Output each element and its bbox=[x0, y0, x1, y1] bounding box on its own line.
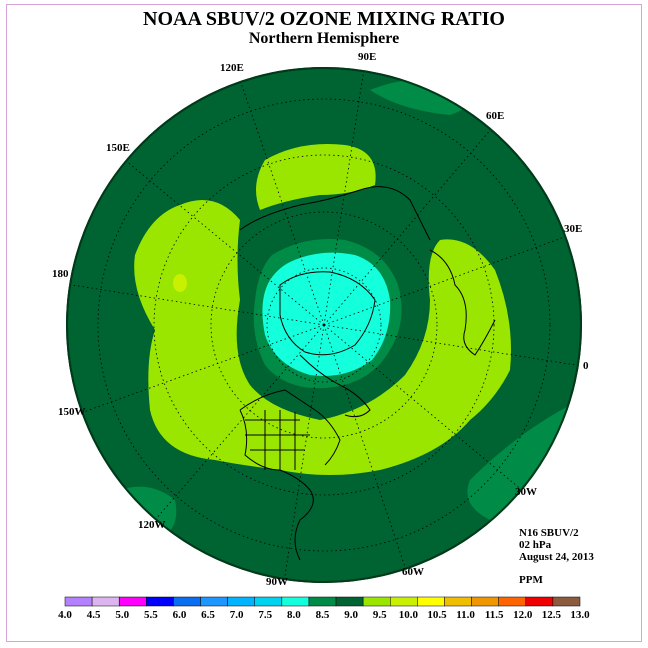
colorbar-tick-label: 4.0 bbox=[58, 609, 72, 621]
us-state-borders bbox=[245, 410, 310, 470]
map-subtitle: Northern Hemisphere bbox=[248, 30, 400, 47]
colorbar-swatch bbox=[362, 596, 391, 607]
colorbar-tick-label: 13.0 bbox=[570, 609, 590, 621]
date-label: August 24, 2013 bbox=[519, 551, 594, 563]
units-label: PPM bbox=[519, 574, 543, 586]
colorbar-tick-label: 5.5 bbox=[143, 609, 158, 621]
colorbar-tick-label: 11.5 bbox=[484, 609, 504, 621]
colorbar-tick-label: 4.5 bbox=[86, 609, 101, 621]
colorbar-swatch bbox=[308, 596, 337, 607]
lon-label-90w: 90W bbox=[266, 576, 288, 588]
colorbar-tick-label: 12.0 bbox=[513, 609, 533, 621]
lon-label-150e: 150E bbox=[106, 142, 130, 154]
colorbar-tick-label: 12.5 bbox=[541, 609, 561, 621]
colorbar-swatch bbox=[91, 596, 120, 607]
coastline-greenland bbox=[299, 354, 371, 418]
colorbar-swatch bbox=[281, 596, 310, 607]
small-yellow-spot bbox=[173, 274, 187, 292]
colorbar-tick-label: 7.0 bbox=[229, 609, 244, 621]
pressure-label: 02 hPa bbox=[519, 539, 552, 551]
colorbar-tick-label: 5.0 bbox=[115, 609, 130, 621]
lon-label-60w: 60W bbox=[402, 566, 424, 578]
instrument-label: N16 SBUV/2 bbox=[519, 527, 579, 539]
coastline-north-america bbox=[239, 389, 341, 561]
colorbar-swatch bbox=[200, 596, 228, 607]
colorbar-tick-label: 7.5 bbox=[258, 609, 273, 621]
lon-label-90e: 90E bbox=[358, 51, 377, 63]
map-title: NOAA SBUV/2 OZONE MIXING RATIO bbox=[143, 8, 505, 30]
colorbar-tick-label: 9.5 bbox=[372, 609, 387, 621]
colorbar-tick-label: 8.5 bbox=[315, 609, 330, 621]
lon-label-150w: 150W bbox=[58, 406, 86, 418]
colorbar-swatch bbox=[552, 596, 581, 607]
colorbar-tick-label: 8.0 bbox=[287, 609, 301, 621]
ozone-polar-cap bbox=[262, 252, 391, 376]
coastline-asia bbox=[239, 186, 431, 241]
colorbar-swatch bbox=[390, 596, 418, 607]
colorbar-swatch bbox=[525, 596, 554, 607]
colorbar bbox=[64, 596, 581, 607]
colorbar-tick-label: 9.0 bbox=[344, 609, 358, 621]
lon-label-30w: 30W bbox=[515, 486, 537, 498]
coastline-europe bbox=[429, 249, 496, 356]
colorbar-swatch bbox=[64, 596, 93, 607]
lon-label-30e: 30E bbox=[564, 223, 583, 235]
figure-frame bbox=[6, 4, 642, 642]
colorbar-swatch bbox=[471, 596, 499, 607]
lon-label-0: 0 bbox=[583, 360, 589, 372]
colorbar-tick-label: 6.5 bbox=[201, 609, 215, 621]
lon-label-120e: 120E bbox=[220, 62, 244, 74]
colorbar-swatch bbox=[118, 596, 147, 607]
lon-label-60e: 60E bbox=[486, 110, 505, 122]
colorbar-swatch bbox=[173, 596, 201, 607]
lon-label-180: 180 bbox=[52, 268, 69, 280]
coastline-arctic bbox=[279, 271, 376, 356]
lon-label-120w: 120W bbox=[138, 519, 166, 531]
colorbar-tick-label: 6.0 bbox=[172, 609, 187, 621]
colorbar-swatch bbox=[335, 596, 364, 607]
colorbar-swatch bbox=[227, 596, 255, 607]
colorbar-swatch bbox=[254, 596, 283, 607]
ozone-band-top bbox=[256, 144, 376, 210]
colorbar-swatch bbox=[498, 596, 527, 607]
colorbar-tick-label: 10.5 bbox=[427, 609, 447, 621]
colorbar-tick-label: 11.0 bbox=[456, 609, 475, 621]
colorbar-swatch bbox=[444, 596, 472, 607]
colorbar-swatch bbox=[417, 596, 445, 607]
ozone-band-light bbox=[134, 200, 511, 475]
colorbar-swatch bbox=[146, 596, 174, 607]
colorbar-tick-label: 10.0 bbox=[398, 609, 418, 621]
